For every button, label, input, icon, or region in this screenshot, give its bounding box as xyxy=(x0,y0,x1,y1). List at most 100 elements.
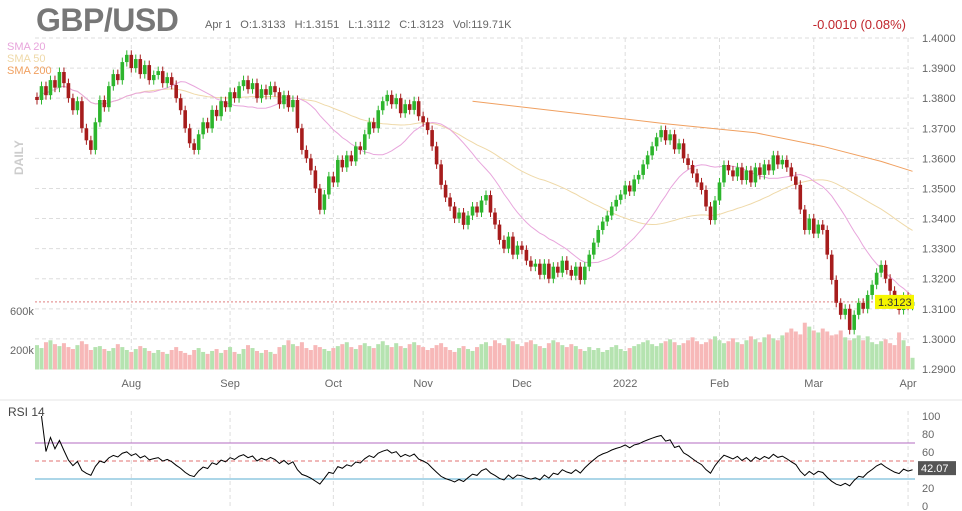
month-label: Nov xyxy=(413,378,433,390)
volume-bar xyxy=(901,340,906,370)
candle-body xyxy=(587,254,592,267)
candle-body xyxy=(466,215,470,225)
volume-bar xyxy=(443,347,448,370)
volume-bar xyxy=(133,349,138,370)
candle-body xyxy=(53,80,57,88)
candle-body xyxy=(870,284,874,295)
candle-body xyxy=(888,278,892,291)
candle-body xyxy=(156,71,161,76)
volume-bar xyxy=(699,344,704,370)
volume-bar xyxy=(632,346,637,370)
candle-body xyxy=(138,59,143,75)
sma200-line xyxy=(472,100,913,172)
volume-bar xyxy=(748,336,753,370)
volume-bar xyxy=(735,342,740,370)
candle-body xyxy=(484,195,488,201)
candle-body xyxy=(318,188,322,210)
candle-body xyxy=(816,224,821,234)
volume-bar xyxy=(591,350,596,370)
volume-bar xyxy=(290,344,295,370)
volume-bar xyxy=(784,332,789,370)
candle-body xyxy=(147,65,152,81)
candle-body xyxy=(794,176,798,185)
volume-bar xyxy=(466,349,471,370)
legend-sma20: SMA 20 xyxy=(7,41,46,53)
volume-bar xyxy=(883,339,888,370)
candle-body xyxy=(142,65,147,75)
volume-bar xyxy=(156,350,161,370)
volume-bar xyxy=(519,346,524,370)
volume-bar xyxy=(668,339,673,370)
volume-bar xyxy=(210,350,215,370)
volume-bar xyxy=(726,341,731,370)
symbol-title: GBP/USD xyxy=(36,2,179,38)
candle-body xyxy=(722,164,726,183)
candle-body xyxy=(547,263,551,279)
volume-bar xyxy=(93,347,98,370)
candle-body xyxy=(62,72,66,84)
candle-body xyxy=(336,159,340,183)
candle-body xyxy=(246,80,250,90)
candle-body xyxy=(708,206,713,221)
candle-body xyxy=(39,86,44,100)
volume-bar xyxy=(452,351,457,370)
volume-bar xyxy=(708,339,713,370)
volume-bar xyxy=(129,351,134,370)
candle-body xyxy=(120,62,125,81)
rsi-value-badge xyxy=(918,461,956,476)
candle-body xyxy=(574,266,578,276)
volume-bar xyxy=(178,350,183,370)
candle-body xyxy=(358,146,363,150)
candle-body xyxy=(421,116,425,123)
candle-body xyxy=(443,184,448,198)
volume-bar xyxy=(753,339,758,370)
price-tick-label: 1.3900 xyxy=(922,63,956,75)
candle-body xyxy=(349,155,354,162)
candle-body xyxy=(556,266,560,273)
candle-body xyxy=(690,164,695,174)
volume-bar xyxy=(847,340,852,370)
legend-sma50: SMA 50 xyxy=(7,53,46,65)
volume-bar xyxy=(196,348,201,370)
volume-bar xyxy=(506,338,511,370)
volume-bar xyxy=(79,341,84,370)
volume-bar xyxy=(425,350,430,370)
candle-body xyxy=(125,54,129,63)
volume-tick-label: 600k xyxy=(10,306,34,318)
candle-body xyxy=(758,167,762,175)
volume-bar xyxy=(856,335,861,370)
volume-bar xyxy=(663,341,668,370)
volume-bar xyxy=(286,340,291,370)
bar-date: Apr 1 xyxy=(205,19,232,31)
volume-bar xyxy=(295,346,300,370)
volume-bar xyxy=(645,340,650,370)
month-label: Apr xyxy=(899,378,916,390)
volume-bar xyxy=(277,347,282,370)
volume-bar xyxy=(183,352,188,370)
volume-bar xyxy=(587,347,592,370)
volume-bar xyxy=(259,352,264,370)
volume-bar xyxy=(84,344,89,370)
candle-body xyxy=(35,96,39,100)
volume-bar xyxy=(66,347,71,370)
candle-body xyxy=(48,80,53,96)
volume-bar xyxy=(811,330,816,370)
candle-body xyxy=(353,146,358,162)
volume-bar xyxy=(187,354,192,370)
volume-bar xyxy=(272,353,277,370)
candle-body xyxy=(578,266,583,280)
candle-body xyxy=(268,86,273,95)
volume-bar xyxy=(232,351,237,370)
candle-body xyxy=(506,236,511,249)
candle-body xyxy=(313,170,318,189)
candle-body xyxy=(475,206,479,213)
candle-body xyxy=(237,86,241,99)
candle-body xyxy=(600,221,605,230)
volume-bar xyxy=(219,352,224,370)
candle-body xyxy=(461,212,466,225)
volume-bar xyxy=(686,340,691,370)
volume-bar xyxy=(106,350,111,370)
volume-bar xyxy=(335,346,340,370)
candle-body xyxy=(107,86,111,108)
